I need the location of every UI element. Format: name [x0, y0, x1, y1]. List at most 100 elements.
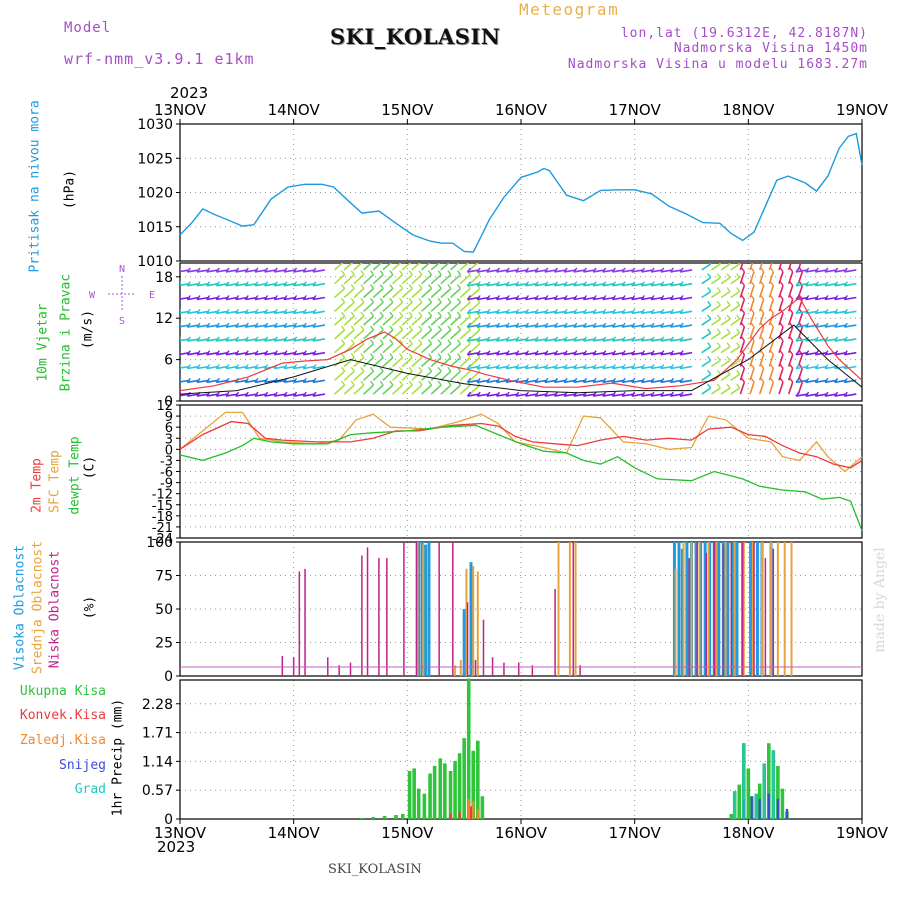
wind-arrow-head [750, 363, 755, 369]
wind-arrow-head [302, 267, 307, 273]
wind-arrow-head [408, 366, 413, 372]
wind-arrow-head [186, 308, 191, 314]
wind-arrow [739, 312, 746, 326]
wind-arrow [274, 338, 287, 342]
wind-arrow [795, 365, 809, 370]
wind-arrow [573, 310, 586, 315]
wind-arrow-head [640, 308, 645, 314]
wind-arrow [641, 338, 654, 342]
wind-arrow [196, 324, 210, 328]
wind-arrow-head [389, 339, 394, 345]
wind-arrow-head [408, 297, 413, 303]
wind-arrow [274, 269, 287, 273]
wind-arrow [216, 393, 229, 397]
wind-arrow-head [814, 336, 819, 342]
wind-arrow-head [206, 322, 211, 328]
wind-arrow [583, 365, 596, 370]
y-tick-label: 0 [165, 443, 173, 458]
wind-arrow [768, 381, 775, 395]
wind-arrow [469, 356, 481, 368]
wind-arrow-head [621, 391, 626, 397]
wind-arrow-head [544, 377, 549, 383]
wind-arrow-head [244, 308, 249, 314]
wind-arrow-head [524, 322, 530, 328]
wind-arrow-head [707, 342, 712, 348]
wind-arrow-head [466, 308, 472, 314]
wind-arrow-head [342, 257, 345, 261]
wind-arrow-head [640, 295, 645, 300]
wind-arrow [264, 269, 277, 273]
wind-arrow [401, 370, 413, 381]
wind-arrow [353, 263, 363, 271]
wind-arrow [660, 310, 673, 315]
wind-arrow-head [215, 391, 220, 397]
wind-arrow [469, 384, 481, 395]
wind-arrow-head [235, 308, 240, 314]
wind-arrow-head [273, 281, 278, 287]
wind-arrow-head [456, 325, 462, 331]
wind-arrow [739, 340, 746, 353]
wind-arrow [206, 351, 219, 356]
wind-arrow-head [379, 366, 384, 372]
wind-arrow-head [573, 364, 578, 369]
wind-arrow-head [824, 295, 829, 300]
wind-arrow [720, 277, 731, 285]
wind-arrow [372, 263, 383, 271]
wind-arrow-head [769, 267, 774, 273]
wind-arrow [739, 368, 746, 381]
wind-arrow-head [707, 314, 712, 320]
wind-arrow-head [215, 295, 220, 300]
wind-arrow [815, 351, 828, 356]
wind-arrow [535, 379, 548, 384]
precip-bar [467, 798, 470, 819]
wind-arrow [554, 365, 567, 370]
wind-arrow-head [370, 311, 375, 317]
wind-arrow [180, 365, 190, 369]
wind-arrow-head [740, 281, 745, 286]
wind-arrow [679, 269, 693, 273]
wind-arrow-head [631, 267, 636, 273]
y-tick-label: -12 [152, 488, 173, 503]
wind-arrow-head [515, 364, 520, 369]
wind-arrow-head [476, 364, 481, 369]
wind-arrow [283, 338, 297, 342]
wind-arrow-head [760, 267, 765, 273]
wind-arrow-head [592, 391, 597, 397]
wind-arrow-head [398, 380, 404, 386]
wind-arrow [421, 315, 433, 326]
wind-arrow-head [716, 383, 721, 389]
wind-arrow-head [273, 391, 278, 397]
wind-arrow-head [669, 364, 674, 369]
wind-arrow [274, 379, 287, 384]
wind-arrow [650, 282, 664, 287]
wind-arrow-head [707, 383, 712, 389]
wind-arrow-head [779, 350, 784, 355]
wind-arrow-head [789, 308, 794, 314]
wind-arrow-head [186, 391, 191, 397]
wind-arrow-head [814, 267, 819, 273]
wind-arrow-head [447, 339, 452, 345]
wind-arrow-head [621, 308, 626, 314]
wind-arrow [815, 338, 828, 342]
wind-arrow [758, 354, 765, 367]
wind-arrow [573, 379, 586, 384]
wind-arrow [421, 329, 433, 340]
wind-arrow-head [760, 281, 765, 286]
wind-arrow-head [524, 336, 530, 342]
wind-arrow-head [573, 281, 578, 287]
precip-bar [443, 763, 447, 819]
wind-arrow-head [534, 267, 539, 273]
wind-arrow-head [563, 350, 568, 356]
wind-arrow [641, 269, 654, 273]
wind-arrow-head [341, 339, 346, 345]
wind-arrow-head [408, 353, 413, 358]
wind-arrow-head [602, 267, 607, 273]
precip-bar [729, 813, 734, 819]
wind-arrow [440, 301, 452, 312]
wind-arrow-head [726, 356, 731, 361]
wind-arrow [739, 271, 746, 284]
wind-arrow [592, 365, 606, 370]
wind-arrow-head [427, 380, 433, 386]
wind-arrow [293, 365, 306, 370]
wind-arrow-head [293, 308, 298, 314]
